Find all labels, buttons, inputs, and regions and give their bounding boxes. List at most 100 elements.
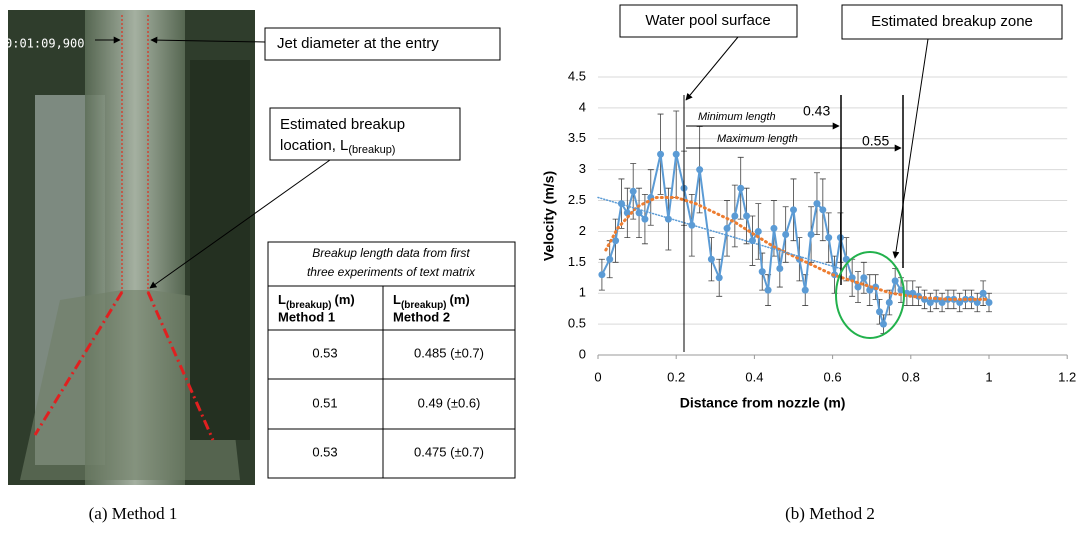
data-point [813, 200, 821, 208]
callout-box [841, 4, 1063, 40]
x-tick-label: 0.8 [902, 369, 920, 384]
callout-box [264, 27, 501, 61]
timestamp: 0:01:09,900 [5, 37, 84, 51]
y-tick-label: 4.5 [568, 68, 586, 83]
data-point [885, 298, 893, 306]
y-axis-title: Velocity (m/s) [541, 171, 557, 261]
y-tick-label: 1 [579, 285, 586, 300]
table-caption: three experiments of text matrix [307, 265, 476, 279]
trend-line [604, 195, 991, 301]
annotation-subscript: (breakup) [348, 144, 395, 156]
data-point [696, 166, 704, 174]
data-point [790, 206, 797, 214]
table-cell: 0.51 [312, 395, 337, 410]
annotation: Minimum length [698, 111, 776, 123]
header-unit: (m) [335, 292, 355, 307]
table-caption: Breakup length data from first [312, 246, 470, 260]
data-point [879, 320, 887, 328]
arrow [149, 159, 331, 289]
y-tick-label: 0.5 [568, 316, 586, 331]
data-point [956, 298, 964, 306]
data-point [807, 231, 815, 239]
data-point [723, 224, 731, 232]
y-tick-label: 2.5 [568, 192, 586, 207]
data-point [891, 277, 899, 285]
data-point [641, 215, 649, 223]
arrow [150, 36, 266, 44]
data-point [657, 150, 665, 158]
annotation: 0.43 [803, 103, 830, 119]
annotation: Jet diameter at the entry [277, 35, 439, 52]
arrow [685, 36, 739, 101]
data-point [688, 221, 696, 229]
annotation-text: location, L [280, 137, 348, 154]
data-point [770, 224, 778, 232]
data-point [629, 187, 637, 195]
data-point [854, 283, 862, 291]
callout: Water pool surface [645, 12, 770, 29]
caption: (b) Method 2 [785, 504, 875, 523]
data-point [754, 227, 762, 235]
data-point [731, 212, 739, 220]
callout-box [269, 107, 461, 161]
data-point [743, 212, 751, 220]
header-unit: (m) [450, 292, 470, 307]
header-subscript: (breakup) [401, 300, 447, 311]
data-point [776, 265, 784, 273]
data-point [782, 231, 790, 239]
data-point [938, 298, 946, 306]
y-tick-label: 3 [579, 161, 586, 176]
table-cell: 0.53 [312, 444, 337, 459]
data-point [623, 209, 631, 217]
header-symbol: L [278, 292, 286, 307]
table: Breakup length data from first three exp… [267, 241, 516, 479]
data-point [876, 308, 884, 316]
data-point [944, 295, 952, 303]
data-point [598, 271, 606, 279]
data-point [672, 150, 680, 158]
chart: 0 0.5 1 1.5 2 2.5 3 3.5 4 4.5 0 0.2 0.4 0.6 0.8 1 1.2 Dis… [541, 68, 1077, 410]
data-point [979, 289, 987, 297]
data-point [758, 268, 766, 276]
callout-box [619, 4, 798, 38]
table-header: L(breakup) (m) [278, 292, 355, 310]
table-cell: 0.53 [312, 345, 337, 360]
table-cell: 0.485 (±0.7) [414, 345, 484, 360]
trend-line [597, 196, 842, 270]
caption: (a) Method 1 [89, 504, 178, 523]
x-tick-label: 0 [594, 369, 601, 384]
y-tick-label: 2 [579, 223, 586, 238]
x-tick-label: 0.4 [745, 369, 763, 384]
arrow [892, 38, 929, 259]
data-point [825, 234, 833, 242]
y-tick-label: 4 [579, 99, 586, 114]
x-tick-label: 0.2 [667, 369, 685, 384]
x-axis-title: Distance from nozzle (m) [680, 395, 846, 411]
table-header: Method 2 [393, 309, 450, 324]
data-point [819, 206, 827, 214]
header-subscript: (breakup) [286, 300, 332, 311]
data-point [635, 209, 643, 217]
data-point [985, 298, 993, 306]
data-point [848, 274, 856, 282]
data-point [860, 274, 868, 282]
annotation: Maximum length [717, 133, 798, 145]
table-header: Method 1 [278, 309, 335, 324]
data-point [707, 255, 715, 263]
annotation: 0.55 [862, 133, 889, 149]
photo: 0:01:09,900 [5, 10, 255, 485]
table-header: L(breakup) (m) [393, 292, 470, 310]
y-tick-label: 3.5 [568, 130, 586, 145]
data-point [737, 184, 745, 192]
x-tick-label: 0.6 [824, 369, 842, 384]
annotation: location, L(breakup) [280, 137, 395, 156]
table-cell: 0.49 (±0.6) [418, 395, 481, 410]
table-cell: 0.475 (±0.7) [414, 444, 484, 459]
annotation: Estimated breakup [280, 116, 405, 133]
data-point [801, 286, 809, 294]
callout: Estimated breakup zone [871, 13, 1033, 30]
data-point [764, 286, 772, 294]
data-point [606, 255, 614, 263]
y-tick-label: 1.5 [568, 254, 586, 269]
